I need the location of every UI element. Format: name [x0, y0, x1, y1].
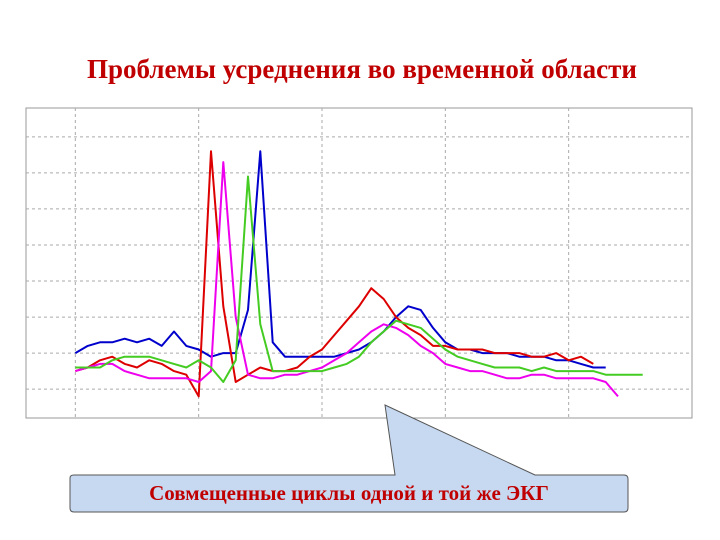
- callout-text: Совмещенные циклы одной и той же ЭКГ: [149, 481, 549, 505]
- ecg-trace: [75, 175, 643, 383]
- plot-frame: [25, 107, 693, 419]
- slide-title: Проблемы усреднения во временной области: [87, 54, 637, 84]
- plot: [26, 108, 692, 418]
- callout-box: [69, 404, 629, 513]
- ecg-trace: [74, 150, 606, 369]
- ecg-trace: [75, 161, 619, 398]
- ecg-trace: [75, 150, 594, 398]
